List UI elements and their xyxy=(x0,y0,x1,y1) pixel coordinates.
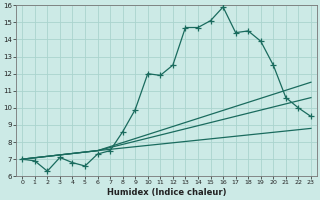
X-axis label: Humidex (Indice chaleur): Humidex (Indice chaleur) xyxy=(107,188,226,197)
